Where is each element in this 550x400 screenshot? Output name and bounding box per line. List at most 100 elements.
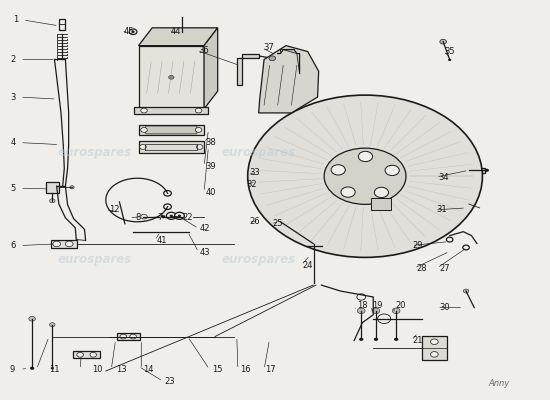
Text: 44: 44 — [170, 27, 181, 36]
Circle shape — [278, 220, 283, 223]
Text: 37: 37 — [263, 43, 274, 52]
Text: eurospares: eurospares — [222, 146, 296, 159]
Text: 38: 38 — [205, 138, 216, 147]
Text: 17: 17 — [265, 365, 276, 374]
Circle shape — [141, 108, 147, 113]
Circle shape — [269, 56, 276, 61]
Text: 31: 31 — [436, 205, 447, 214]
Text: 39: 39 — [205, 162, 216, 171]
Text: 20: 20 — [395, 301, 406, 310]
Circle shape — [130, 334, 136, 339]
Circle shape — [375, 187, 388, 198]
Circle shape — [141, 128, 147, 132]
Text: 16: 16 — [240, 365, 250, 374]
Circle shape — [129, 29, 137, 34]
Circle shape — [341, 187, 355, 197]
Bar — [117, 333, 140, 340]
Circle shape — [30, 367, 34, 370]
Circle shape — [174, 212, 184, 219]
Text: 42: 42 — [200, 224, 211, 233]
Text: 5: 5 — [10, 184, 15, 193]
Circle shape — [50, 199, 55, 203]
Text: eurospares: eurospares — [222, 253, 296, 266]
Circle shape — [311, 242, 317, 246]
Circle shape — [392, 308, 400, 314]
Circle shape — [161, 215, 166, 218]
Polygon shape — [204, 28, 218, 109]
Circle shape — [29, 316, 35, 321]
Bar — [134, 107, 208, 114]
Circle shape — [53, 241, 60, 247]
Text: Anny: Anny — [488, 379, 509, 388]
Text: 9: 9 — [9, 365, 14, 374]
Circle shape — [374, 338, 378, 341]
Circle shape — [120, 334, 127, 339]
Text: 8: 8 — [136, 213, 141, 222]
Bar — [469, 168, 485, 173]
Circle shape — [90, 352, 96, 357]
Text: 24: 24 — [302, 261, 313, 270]
Text: 30: 30 — [439, 303, 449, 312]
Text: 7: 7 — [158, 213, 163, 222]
Text: 22: 22 — [183, 213, 193, 222]
Circle shape — [70, 186, 74, 189]
Bar — [46, 182, 59, 193]
Text: 34: 34 — [438, 172, 448, 182]
Bar — [73, 351, 100, 358]
Text: eurospares: eurospares — [58, 146, 132, 159]
Circle shape — [359, 338, 364, 341]
Text: 2: 2 — [10, 55, 15, 64]
Text: 4: 4 — [10, 138, 15, 147]
Text: 23: 23 — [165, 377, 175, 386]
Text: 36: 36 — [199, 46, 210, 55]
Text: 25: 25 — [272, 219, 283, 228]
Circle shape — [463, 289, 469, 293]
Polygon shape — [237, 54, 258, 85]
Circle shape — [65, 241, 73, 247]
Text: 15: 15 — [212, 365, 223, 374]
FancyBboxPatch shape — [146, 126, 197, 134]
Text: 33: 33 — [249, 168, 260, 177]
Circle shape — [131, 30, 135, 33]
Bar — [51, 240, 78, 248]
Circle shape — [196, 144, 203, 149]
Text: 3: 3 — [10, 92, 16, 102]
Circle shape — [51, 367, 54, 370]
Text: 32: 32 — [247, 180, 257, 189]
Text: 29: 29 — [412, 241, 424, 250]
Polygon shape — [258, 46, 318, 113]
Circle shape — [178, 215, 181, 217]
Text: 43: 43 — [200, 248, 211, 257]
Ellipse shape — [248, 95, 482, 257]
Circle shape — [195, 128, 202, 132]
Text: 10: 10 — [92, 365, 103, 374]
Text: 19: 19 — [372, 301, 383, 310]
Circle shape — [358, 308, 365, 314]
Bar — [139, 142, 204, 152]
Bar — [59, 19, 65, 30]
Circle shape — [447, 237, 453, 242]
Circle shape — [359, 151, 372, 162]
Circle shape — [167, 212, 176, 219]
Circle shape — [164, 204, 172, 210]
Circle shape — [179, 30, 185, 34]
Text: 26: 26 — [250, 217, 260, 226]
Text: 1: 1 — [13, 15, 18, 24]
Bar — [371, 198, 391, 210]
Circle shape — [463, 245, 469, 250]
Text: eurospares: eurospares — [58, 253, 132, 266]
Text: 21: 21 — [412, 336, 424, 345]
Circle shape — [378, 314, 390, 324]
Circle shape — [357, 294, 366, 300]
Circle shape — [274, 217, 287, 226]
Text: 13: 13 — [116, 365, 127, 374]
Circle shape — [431, 339, 438, 344]
Text: 45: 45 — [123, 27, 134, 36]
Circle shape — [485, 169, 489, 172]
Circle shape — [394, 338, 398, 341]
Text: 35: 35 — [444, 47, 455, 56]
Bar — [422, 336, 447, 360]
Circle shape — [50, 323, 55, 327]
Bar — [139, 46, 204, 109]
Text: 27: 27 — [439, 264, 449, 272]
